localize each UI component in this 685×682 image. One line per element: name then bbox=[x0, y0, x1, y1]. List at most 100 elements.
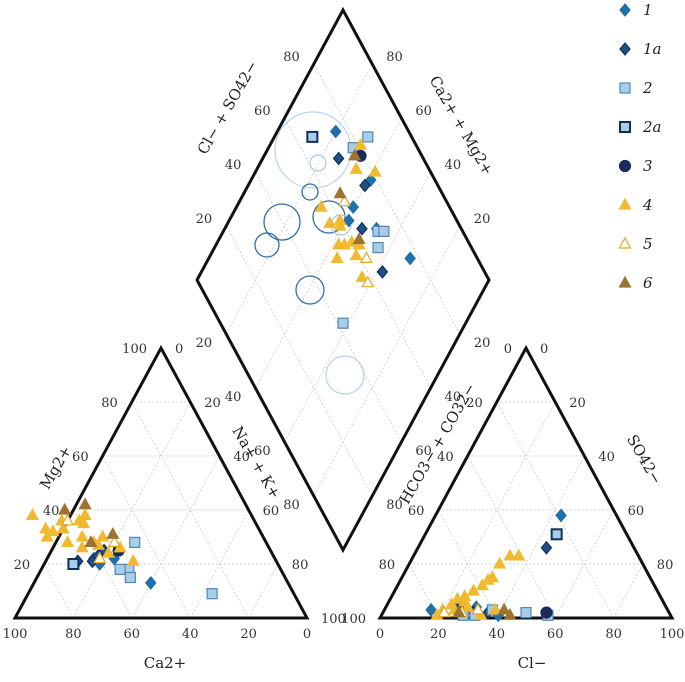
series-6-cation-point bbox=[106, 527, 120, 539]
legend-label-6: 6 bbox=[643, 274, 653, 292]
anion-right-tick: 0 bbox=[540, 342, 548, 357]
cation-x-tick: 60 bbox=[124, 627, 141, 642]
legend-label-2a: 2a bbox=[642, 118, 662, 136]
grid-line bbox=[225, 63, 373, 335]
series-4-diamond-point bbox=[368, 164, 382, 177]
so4-axis-label: SO42− bbox=[623, 432, 666, 488]
series-1-diamond-point bbox=[329, 124, 342, 139]
diamond-tick: 80 bbox=[386, 498, 403, 513]
anion-x-tick: 80 bbox=[605, 627, 622, 642]
anion-left-tick: 20 bbox=[466, 396, 483, 411]
series-2a-cation-point bbox=[67, 558, 80, 570]
series-6-cation-point bbox=[58, 502, 72, 515]
series-4-anion-point bbox=[466, 583, 480, 596]
diamond-tick: 60 bbox=[415, 444, 432, 459]
series-4-cation-point bbox=[26, 508, 40, 521]
series-6-anion-point bbox=[452, 605, 466, 618]
cation-x-tick: 80 bbox=[65, 627, 82, 642]
series-1a-diamond-point bbox=[332, 151, 345, 166]
diamond-tick: 40 bbox=[445, 390, 462, 405]
highlight-circle bbox=[295, 275, 325, 305]
series-4-cation-point bbox=[96, 529, 110, 542]
series-2-anion-point bbox=[520, 606, 532, 619]
series-1a-diamond-point bbox=[359, 178, 371, 193]
legend-label-1a: 1a bbox=[643, 40, 662, 58]
series-4-cation-point bbox=[72, 513, 86, 526]
cation-right-tick: 100 bbox=[321, 612, 346, 627]
series-1-diamond-point bbox=[404, 251, 416, 266]
grid-line bbox=[248, 563, 279, 619]
series-5-anion-point bbox=[471, 602, 485, 615]
series-4-cation-point bbox=[78, 508, 92, 521]
diamond-tick: 60 bbox=[254, 104, 271, 119]
cation-right-tick: 40 bbox=[233, 450, 250, 465]
anion-left-tick: 100 bbox=[341, 612, 366, 627]
grid-line bbox=[225, 225, 373, 497]
cation-left-tick: 100 bbox=[122, 342, 147, 357]
legend-marker-1 bbox=[619, 3, 631, 17]
highlight-circles bbox=[254, 111, 365, 395]
legend-label-1: 1 bbox=[643, 1, 653, 19]
diamond-tick: 80 bbox=[386, 50, 403, 65]
series-4-cation-point bbox=[61, 535, 75, 548]
tick-labels: 100 80 60 40 20 0 20 40 60 80 100 0 20 40 60 80 100 0 20 40… bbox=[3, 50, 685, 642]
series-5-cation-point bbox=[107, 535, 121, 548]
series-5-cation-point bbox=[61, 513, 75, 526]
anion-x-tick: 100 bbox=[660, 627, 685, 642]
cation-x-tick: 100 bbox=[3, 627, 28, 642]
highlight-circle bbox=[301, 183, 319, 201]
series-4-cation-point bbox=[40, 529, 54, 542]
highlight-circle bbox=[274, 111, 352, 189]
series-4-diamond-point bbox=[354, 137, 368, 150]
series-2-diamond-point bbox=[337, 317, 349, 329]
series-6-cation-point bbox=[78, 497, 92, 510]
grid-line bbox=[255, 117, 402, 389]
series-1-cation-point bbox=[144, 575, 157, 590]
anion-x-tick: 20 bbox=[430, 627, 447, 642]
series-4-diamond-point bbox=[323, 216, 337, 228]
grid-line bbox=[613, 563, 644, 619]
series-1a-diamond-point bbox=[376, 264, 389, 279]
cation-x-tick: 20 bbox=[240, 627, 257, 642]
legend-label-3: 3 bbox=[643, 157, 653, 175]
series-5-diamond-point bbox=[361, 275, 375, 288]
anion-x-tick: 0 bbox=[376, 627, 384, 642]
highlight-circle bbox=[325, 355, 365, 395]
series-6-diamond-point bbox=[333, 186, 347, 199]
series-5-anion-point bbox=[437, 605, 451, 618]
anion-left-tick: 80 bbox=[379, 558, 396, 573]
grid-line bbox=[438, 509, 498, 619]
series-4-diamond-point bbox=[349, 248, 363, 261]
series-5-diamond-point bbox=[337, 194, 351, 207]
legend-marker-1a bbox=[619, 42, 631, 56]
diagram-frames bbox=[12, 6, 675, 620]
series-5-cation-point bbox=[93, 551, 107, 564]
anion-x-tick: 60 bbox=[547, 627, 564, 642]
diamond-tick: 20 bbox=[474, 336, 491, 351]
grid-line bbox=[496, 401, 614, 619]
anion-left-tick: 0 bbox=[504, 342, 512, 357]
series-4-diamond-point bbox=[349, 162, 363, 174]
diamond-tick: 40 bbox=[225, 158, 242, 173]
grid-line bbox=[438, 401, 556, 619]
diamond-tick: 40 bbox=[445, 158, 462, 173]
series-6-anion-point bbox=[503, 608, 517, 620]
diamond-frame bbox=[195, 6, 491, 554]
legend-marker-5 bbox=[618, 236, 632, 249]
highlight-circle bbox=[312, 200, 346, 234]
diamond-tick: 60 bbox=[254, 444, 271, 459]
series-1-anion-point bbox=[555, 508, 567, 523]
anion-left-tick: 40 bbox=[437, 450, 454, 465]
legend-marker-6 bbox=[618, 275, 632, 288]
series-1a-anion-point bbox=[540, 540, 553, 555]
series-4-diamond-point bbox=[333, 218, 347, 231]
series-4-cation-point bbox=[126, 554, 140, 566]
diamond-tick: 40 bbox=[225, 390, 242, 405]
series-6-anion-point bbox=[497, 602, 511, 615]
cation-x-tick: 40 bbox=[182, 627, 199, 642]
grid-line bbox=[284, 171, 431, 443]
series-4-anion-point bbox=[450, 591, 464, 604]
series-2-cation-point bbox=[129, 536, 141, 549]
series-4-cation-point bbox=[39, 521, 53, 534]
